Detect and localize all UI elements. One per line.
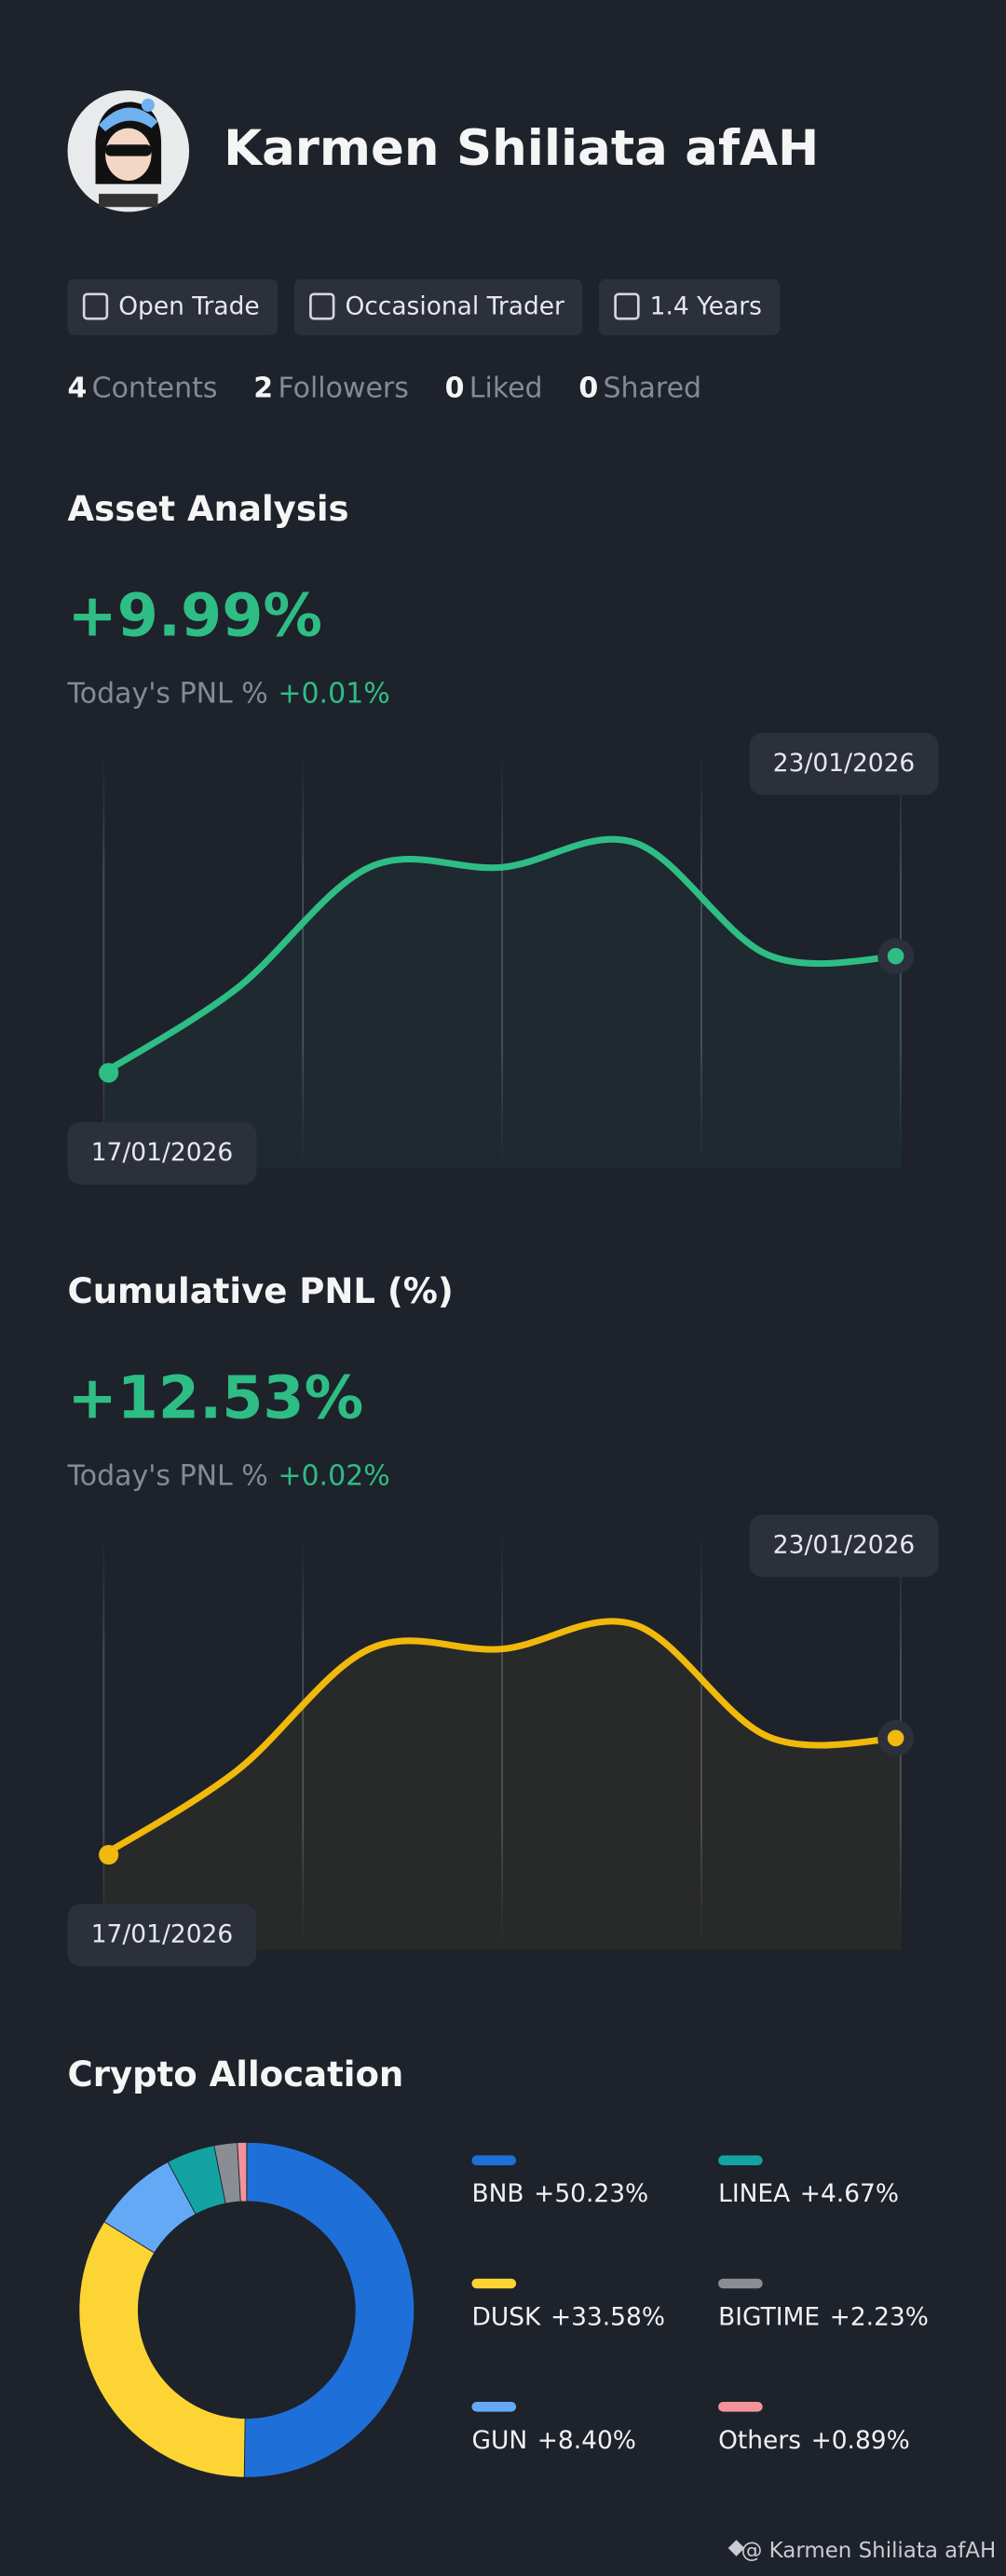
tag-bg [293,278,583,335]
pnl-label: Today's PNL % [67,1459,268,1492]
donut-slice [78,2221,246,2478]
stat-count: 2 [253,373,273,405]
legend-name: GUN [471,2426,527,2455]
grid-line [302,1529,305,1950]
chart-title: Cumulative PNL (%) [68,1271,454,1311]
chart-title: Asset Analysis [68,489,349,529]
grid-line [501,1529,503,1950]
stat-label: Liked [469,373,543,405]
stat-count: 0 [578,373,598,405]
stat-count: 4 [68,373,88,405]
legend-swatch [471,2402,517,2412]
legend-value: +4.67% [800,2179,899,2208]
legend-swatch [718,2155,763,2165]
tag-label: Open Trade [118,291,260,320]
tag-label: 1.4 Years [650,291,762,320]
grid-line [700,747,702,1169]
footer: @ Karmen Shiliata afAH [727,2539,996,2563]
legend-value: +33.58% [551,2303,665,2332]
legend-name: Others [718,2426,801,2455]
donut-slice [237,2141,248,2203]
tag: Occasional Trader [293,278,583,335]
grid-line [501,747,503,1169]
headline-value: +12.53% [68,1363,364,1431]
stat-label: Shared [604,373,702,405]
legend-value: +2.23% [830,2303,929,2332]
grid-line [102,1529,105,1950]
tag-icon [614,292,640,320]
legend-swatch [718,2402,763,2412]
chart-title: Crypto Allocation [68,2054,404,2095]
line [100,835,904,1077]
start-point [99,1063,119,1083]
stat-count: 0 [445,373,465,405]
date-box [67,1121,257,1185]
date-label: 23/01/2026 [773,1530,915,1559]
tag-icon [82,292,109,320]
date-box [67,1904,257,1967]
date-box [749,1514,939,1578]
tag-icon [309,292,335,320]
start-point [99,1845,119,1865]
grid-line [302,747,305,1169]
user-name: Karmen Shiliata afAH [224,120,819,177]
tag: Open Trade [67,278,279,335]
tag-label: Occasional Trader [345,291,564,320]
area [103,839,901,1169]
legend-swatch [471,2278,517,2289]
grid-line [700,1529,702,1950]
legend-swatch [718,2278,763,2289]
tag-bg [67,278,279,335]
legend-name: DUSK [471,2303,541,2332]
area [103,1620,901,1950]
stat-label: Followers [278,373,408,405]
tag-bg [598,278,781,335]
donut-slice [243,2141,415,2478]
watermark: @ Karmen Shiliata afAH [741,2539,996,2563]
date-box [749,732,939,795]
pnl-value: +0.01% [278,678,389,711]
headline-value: +9.99% [68,581,323,650]
date-label: 17/01/2026 [91,1138,233,1167]
legend-name: BNB [471,2179,523,2208]
pnl-value: +0.02% [278,1459,389,1492]
legend-value: +0.89% [811,2426,910,2455]
tag: 1.4 Years [598,278,781,335]
legend-swatch [471,2155,517,2165]
legend-name: BIGTIME [718,2303,820,2332]
end-point [887,1729,904,1747]
grid-line [102,747,105,1169]
avatar [67,90,190,212]
legend-value: +8.40% [537,2426,636,2455]
pnl-label: Today's PNL % [67,678,268,711]
stat-label: Contents [92,373,218,405]
date-label: 23/01/2026 [773,749,915,778]
legend-value: +50.23% [534,2179,648,2208]
line [100,1618,904,1859]
end-point [887,947,904,965]
legend-name: LINEA [718,2179,790,2208]
date-label: 17/01/2026 [91,1920,233,1949]
